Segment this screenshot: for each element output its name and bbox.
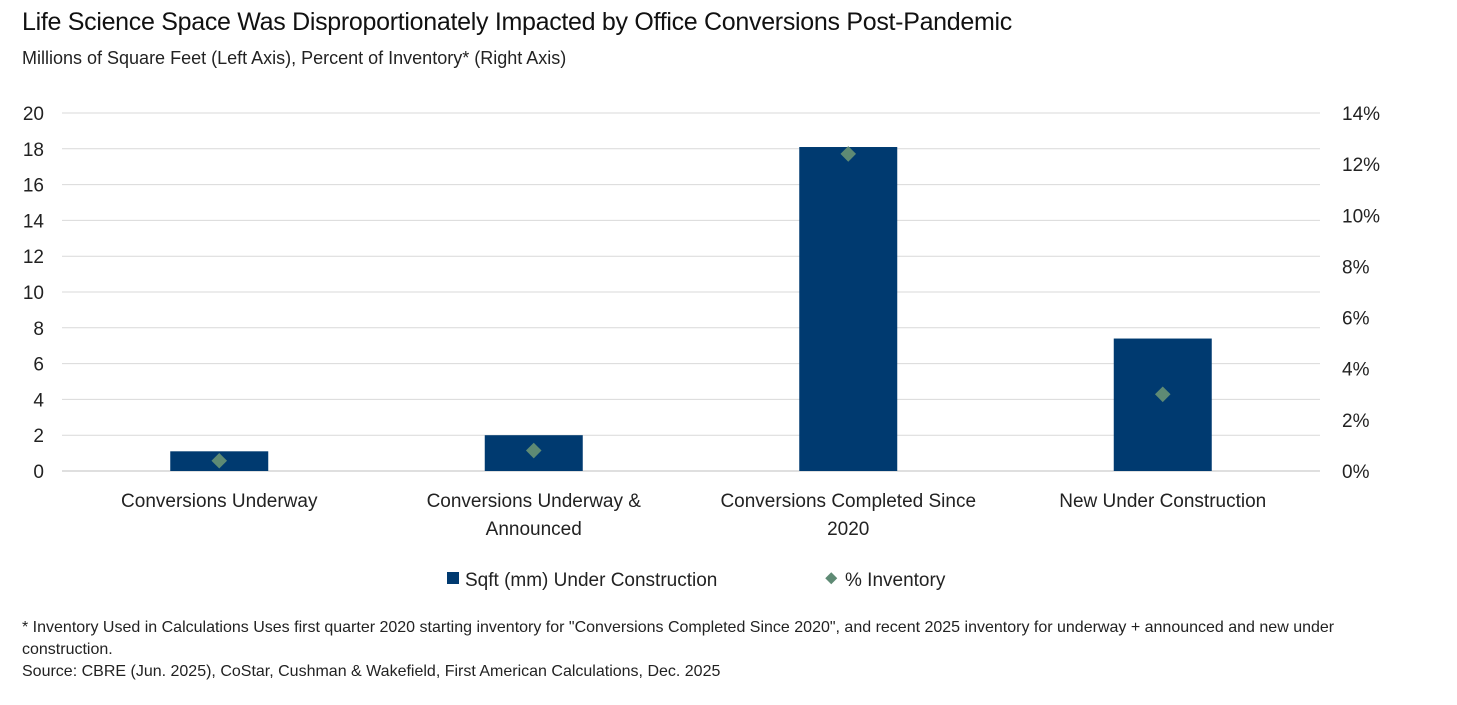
chart-subtitle: Millions of Square Feet (Left Axis), Per… (22, 48, 567, 68)
right-tick-label: 0% (1342, 462, 1370, 483)
right-tick-label: 2% (1342, 411, 1370, 432)
right-tick-label: 10% (1342, 206, 1380, 227)
chart-title: Life Science Space Was Disproportionatel… (22, 8, 1012, 36)
inventory-marker (840, 146, 857, 162)
left-axis: 0 2 4 6 8 10 12 14 16 18 20 (23, 104, 45, 483)
right-tick-label: 12% (1342, 155, 1380, 176)
left-tick-label: 16 (23, 176, 44, 197)
left-tick-label: 10 (23, 283, 44, 304)
bar (799, 147, 898, 471)
category-label: 2020 (827, 519, 869, 540)
category-label: Announced (486, 519, 582, 540)
right-tick-label: 14% (1342, 104, 1380, 125)
chart-svg: 0 2 4 6 8 10 12 14 16 18 20 0% 2% 4% 6% 8% 10% 12% 14% Co… (23, 104, 1380, 591)
right-tick-label: 8% (1342, 257, 1370, 278)
left-tick-label: 0 (33, 462, 44, 483)
category-labels: Conversions Underway Conversions Underway… (121, 491, 1266, 540)
legend-label-bar: Sqft (mm) Under Construction (465, 570, 717, 591)
category-label: Conversions Underway (121, 491, 318, 512)
category-label: Conversions Underway & (427, 491, 642, 512)
left-tick-label: 20 (23, 104, 44, 125)
legend-swatch-marker (825, 572, 838, 585)
left-tick-label: 8 (33, 319, 44, 340)
right-axis: 0% 2% 4% 6% 8% 10% 12% 14% (1342, 104, 1380, 483)
left-tick-label: 6 (33, 355, 44, 376)
bar-series (170, 147, 1212, 471)
inventory-series (211, 146, 1171, 469)
left-tick-label: 18 (23, 140, 44, 161)
gridlines (62, 112, 1320, 472)
inventory-marker (1154, 386, 1171, 403)
footnote-source: Source: CBRE (Jun. 2025), CoStar, Cushma… (22, 663, 721, 680)
footnote: * Inventory Used in Calculations Uses fi… (22, 617, 1422, 683)
left-tick-label: 12 (23, 247, 44, 268)
left-tick-label: 2 (33, 426, 44, 447)
left-tick-label: 4 (33, 390, 44, 411)
legend-swatch-bar (447, 572, 459, 584)
inventory-marker (211, 452, 228, 469)
category-label: Conversions Completed Since (720, 491, 976, 512)
bar (1113, 338, 1212, 471)
left-tick-label: 14 (23, 211, 45, 232)
right-tick-label: 4% (1342, 360, 1370, 381)
right-tick-label: 6% (1342, 309, 1370, 330)
legend-label-marker: % Inventory (845, 570, 946, 591)
footnote-note: * Inventory Used in Calculations Uses fi… (22, 619, 1335, 658)
category-label: New Under Construction (1059, 491, 1266, 512)
legend: Sqft (mm) Under Construction % Inventory (447, 570, 946, 591)
